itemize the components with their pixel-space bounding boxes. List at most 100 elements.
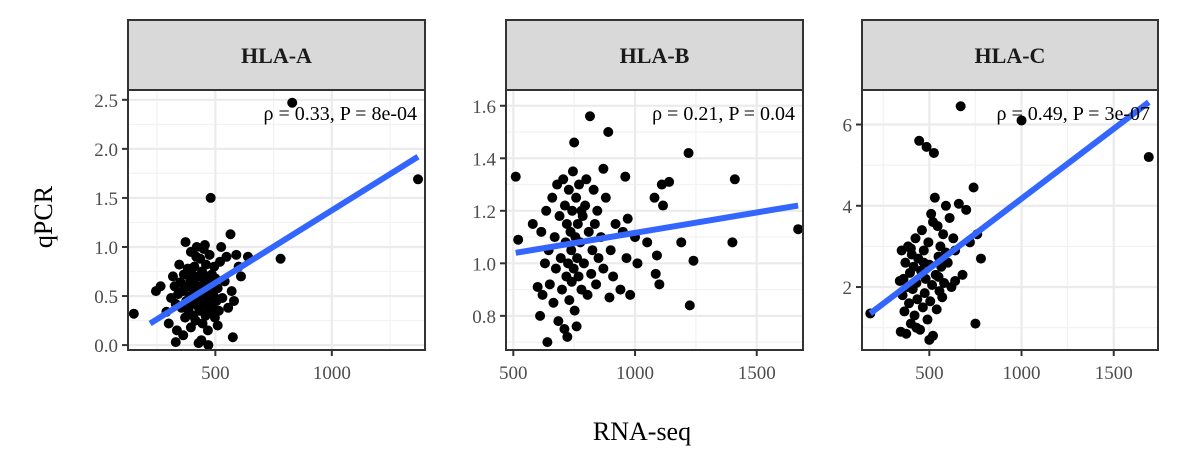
x-axis-title: RNA-seq (593, 417, 691, 446)
data-point (544, 279, 555, 290)
data-point (217, 293, 228, 303)
data-point (605, 245, 616, 256)
data-point (793, 224, 803, 235)
regression-line-hla-c (868, 99, 1151, 316)
data-point (901, 328, 912, 339)
data-point (197, 318, 208, 329)
data-point (542, 337, 553, 348)
data-point (170, 337, 181, 348)
data-point (908, 261, 919, 272)
panel-hla-a: HLA-A ρ = 0.33, P = 8e-04 500 1000 0.0 0.5 1.0… (94, 19, 426, 384)
fit-line-group-hla-c (868, 99, 1151, 316)
data-point (625, 289, 636, 300)
y-tick-label: 1.0 (94, 238, 118, 259)
data-point (223, 302, 234, 313)
data-point (620, 171, 631, 182)
data-point (587, 245, 598, 256)
data-point (588, 184, 599, 195)
data-point (584, 111, 595, 122)
data-point (571, 192, 582, 203)
data-point (180, 237, 191, 248)
y-tick-label: 0.0 (94, 336, 118, 357)
data-point (658, 200, 669, 211)
data-point (562, 331, 573, 342)
data-point (199, 240, 210, 251)
data-point (621, 253, 632, 264)
data-point (604, 292, 615, 303)
facet-strip-hla-b (505, 19, 804, 91)
data-point (948, 233, 959, 244)
data-point (541, 205, 552, 216)
data-point (938, 229, 949, 240)
data-point (916, 225, 927, 236)
data-point (567, 205, 578, 216)
facet-title-hla-b: HLA-B (620, 43, 690, 68)
data-point (589, 218, 600, 229)
data-point (650, 268, 661, 279)
facet-title-hla-a: HLA-A (241, 43, 312, 68)
data-point (535, 310, 546, 321)
data-point (510, 171, 521, 182)
data-point (905, 243, 916, 254)
y-tick-label: 0.8 (472, 307, 496, 328)
data-point (900, 257, 911, 268)
x-tick-label: 500 (499, 363, 528, 384)
facet-strip-hla-c (861, 19, 1159, 91)
data-point (968, 182, 979, 193)
data-point (539, 258, 550, 269)
data-points-hla-c (865, 101, 1154, 345)
regression-line-hla-b (515, 202, 799, 256)
data-point (537, 289, 548, 300)
fit-line-group-hla-a (148, 154, 420, 327)
x-tick-label: 1500 (738, 363, 776, 384)
data-point (1016, 115, 1027, 126)
data-point (676, 237, 687, 248)
data-point (572, 218, 583, 229)
data-point (729, 174, 740, 185)
data-point (953, 198, 964, 209)
data-point (559, 200, 570, 211)
data-point (566, 245, 577, 256)
correlation-annotation-hla-c: ρ = 0.49, P = 3e-07 (997, 103, 1150, 125)
data-point (554, 211, 565, 222)
data-point (924, 334, 935, 345)
data-point (174, 259, 185, 270)
data-point (547, 192, 558, 203)
data-point (231, 249, 242, 260)
data-point (185, 322, 196, 333)
data-point (593, 253, 604, 264)
data-point (926, 208, 937, 219)
data-points-hla-b (510, 111, 803, 348)
data-point (564, 295, 575, 306)
data-point (944, 212, 955, 223)
data-point (910, 233, 921, 244)
data-point (950, 275, 961, 286)
data-point (196, 335, 207, 346)
data-point (931, 304, 942, 315)
data-point (917, 302, 928, 313)
data-point (684, 300, 695, 311)
data-point (191, 241, 202, 252)
data-point (576, 205, 587, 216)
y-tick-label: 1.5 (94, 189, 118, 210)
data-point (578, 258, 589, 269)
data-point (549, 232, 560, 243)
data-point (574, 179, 585, 190)
y-tick-label: 2.5 (94, 91, 118, 112)
panel-background-hla-b (506, 90, 803, 350)
data-point (553, 316, 564, 327)
correlation-annotation-hla-b: ρ = 0.21, P = 0.04 (652, 103, 795, 125)
data-point (548, 297, 559, 308)
panel-border-hla-c (861, 89, 1159, 351)
data-point (923, 237, 934, 248)
data-point (226, 286, 237, 297)
data-point (933, 271, 944, 282)
data-point (598, 263, 609, 274)
panel-border-hla-a (127, 89, 426, 351)
regression-line-hla-a (148, 154, 420, 327)
data-point (203, 340, 214, 350)
x-tick-label: 500 (201, 363, 230, 384)
data-point (201, 259, 212, 270)
data-point (608, 271, 619, 282)
data-point (275, 253, 286, 264)
